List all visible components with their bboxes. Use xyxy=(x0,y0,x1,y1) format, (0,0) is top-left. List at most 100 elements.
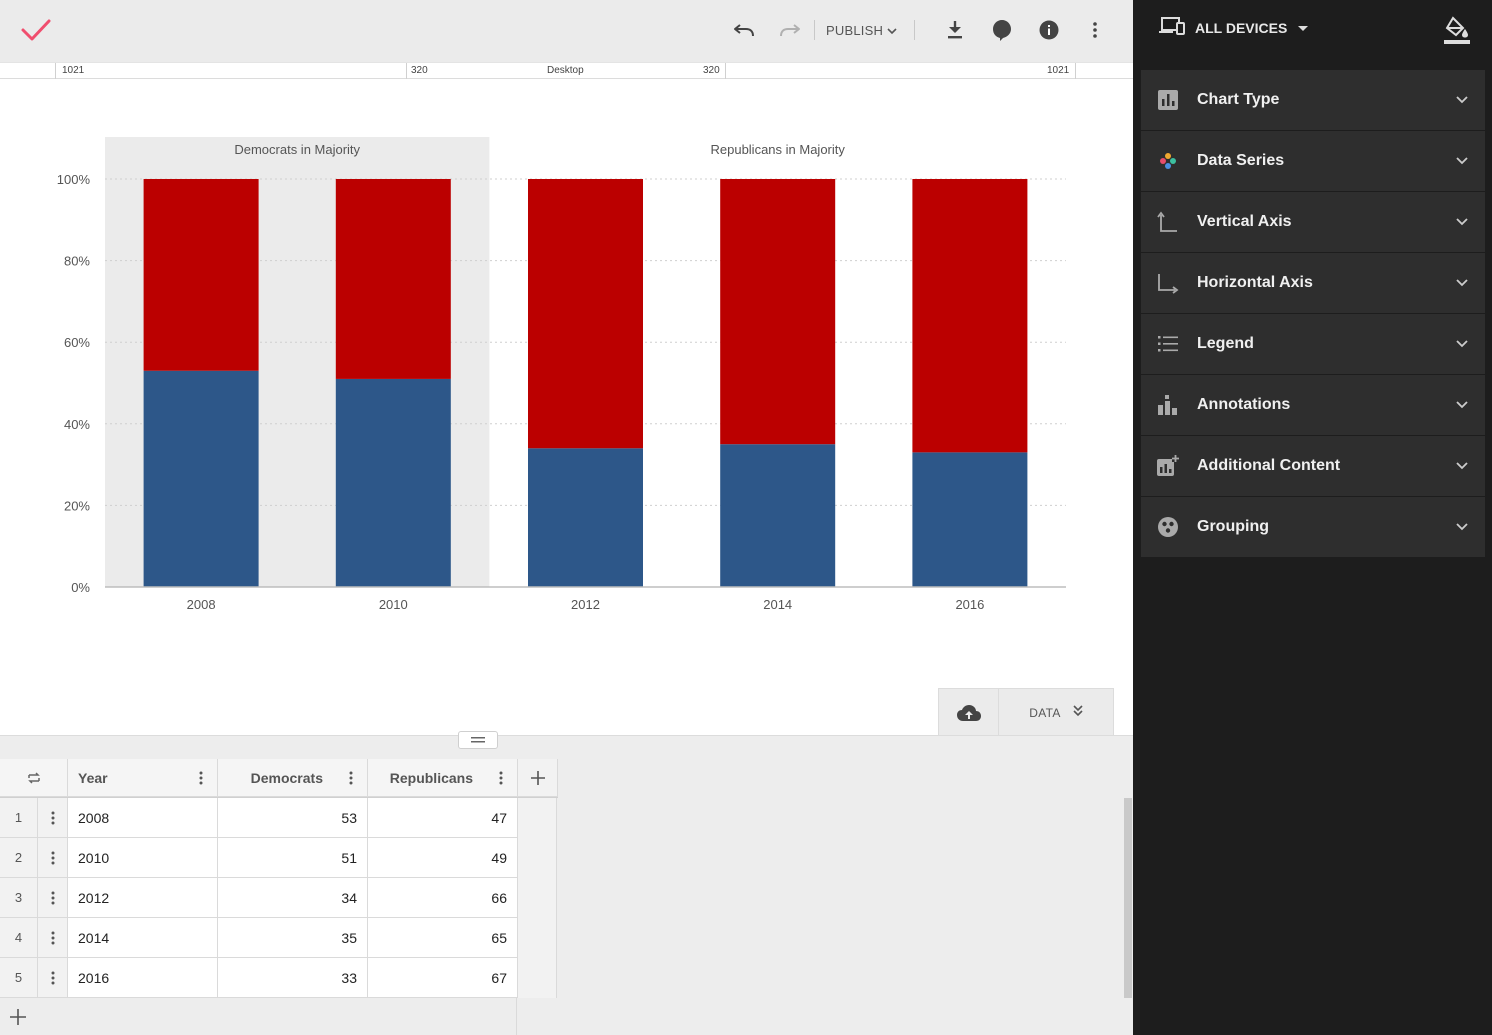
column-menu-icon[interactable] xyxy=(195,771,207,785)
accordion-label: Legend xyxy=(1197,335,1254,352)
column-header-republicans[interactable]: Republicans xyxy=(368,759,518,797)
accordion-horizontal-axis[interactable]: Horizontal Axis xyxy=(1141,253,1485,313)
row-menu-icon[interactable] xyxy=(38,958,68,998)
cell-democrats[interactable]: 51 xyxy=(218,838,368,878)
list-icon xyxy=(1157,333,1179,355)
paint-bucket-icon[interactable] xyxy=(1444,16,1470,44)
annotations-icon xyxy=(1157,394,1179,416)
ruler-label-right-inner: 320 xyxy=(703,65,720,76)
cell-year[interactable]: 2010 xyxy=(68,838,218,878)
column-menu-icon[interactable] xyxy=(495,771,507,785)
accordion-label: Chart Type xyxy=(1197,91,1280,108)
swap-rows-columns-icon[interactable] xyxy=(0,759,68,797)
accordion-chart-type[interactable]: Chart Type xyxy=(1141,70,1485,130)
info-icon[interactable] xyxy=(1036,17,1062,43)
table-row: 3 2012 34 66 xyxy=(0,878,558,918)
cell-democrats[interactable]: 35 xyxy=(218,918,368,958)
accordion-grouping[interactable]: Grouping xyxy=(1141,497,1485,557)
accordion-additional-content[interactable]: Additional Content xyxy=(1141,436,1485,496)
done-check-icon[interactable] xyxy=(20,16,52,44)
column-menu-icon[interactable] xyxy=(345,771,357,785)
cell-republicans[interactable]: 47 xyxy=(368,798,518,838)
horizontal-axis-icon xyxy=(1157,272,1179,294)
column-header-label: Democrats xyxy=(250,769,323,786)
accordion-legend[interactable]: Legend xyxy=(1141,314,1485,374)
grid-header-row: Year Democrats Republicans xyxy=(0,759,558,798)
device-select-dropdown[interactable]: ALL DEVICES xyxy=(1159,17,1309,38)
accordion-label: Data Series xyxy=(1197,152,1285,169)
row-menu-icon[interactable] xyxy=(38,878,68,918)
table-row: 5 2016 33 67 xyxy=(0,958,558,998)
settings-accordion: Chart Type Data Series Vertical Axis Hor… xyxy=(1141,70,1485,558)
more-vert-icon[interactable] xyxy=(1082,17,1108,43)
ruler-tick xyxy=(55,63,56,79)
y-tick-label: 40% xyxy=(64,417,90,432)
ruler-tick xyxy=(406,63,407,79)
cell-year[interactable]: 2012 xyxy=(68,878,218,918)
ruler-label-right-outer: 1021 xyxy=(1047,65,1070,76)
cell-year[interactable]: 2008 xyxy=(68,798,218,838)
top-toolbar: PUBLISH xyxy=(0,0,1133,62)
chevron-down-icon xyxy=(1455,459,1469,473)
vertical-axis-icon xyxy=(1157,211,1179,233)
cell-year[interactable]: 2016 xyxy=(68,958,218,998)
accordion-vertical-axis[interactable]: Vertical Axis xyxy=(1141,192,1485,252)
undo-icon[interactable] xyxy=(731,17,757,43)
chevron-down-icon xyxy=(1455,215,1469,229)
vertical-scrollbar[interactable] xyxy=(1124,798,1132,998)
accordion-data-series[interactable]: Data Series xyxy=(1141,131,1485,191)
row-menu-icon[interactable] xyxy=(38,918,68,958)
row-menu-icon[interactable] xyxy=(38,838,68,878)
bar-segment-democrats xyxy=(528,448,643,587)
redo-icon[interactable] xyxy=(777,17,803,43)
chevron-down-icon xyxy=(1455,337,1469,351)
add-column-button[interactable] xyxy=(518,759,558,797)
y-tick-label: 100% xyxy=(57,172,91,187)
chevron-down-icon xyxy=(1455,154,1469,168)
cell-republicans[interactable]: 65 xyxy=(368,918,518,958)
stacked-bar-chart: Democrats in Majority Republicans in Majo… xyxy=(57,137,1066,612)
grouping-icon xyxy=(1157,516,1179,538)
table-row: 4 2014 35 65 xyxy=(0,918,558,958)
cell-democrats[interactable]: 34 xyxy=(218,878,368,918)
bar-segment-republicans xyxy=(720,179,836,445)
row-number: 5 xyxy=(0,958,38,998)
chevron-down-icon xyxy=(1455,398,1469,412)
row-number: 4 xyxy=(0,918,38,958)
palette-icon xyxy=(1157,150,1179,172)
cell-democrats[interactable]: 53 xyxy=(218,798,368,838)
x-tick-label: 2012 xyxy=(571,597,600,612)
column-header-year[interactable]: Year xyxy=(68,759,218,797)
bar-segment-republicans xyxy=(143,179,259,371)
bar-segment-democrats xyxy=(143,370,259,587)
data-panel: Year Democrats Republicans xyxy=(0,731,1133,1035)
toolbar-divider xyxy=(814,20,815,40)
column-header-democrats[interactable]: Democrats xyxy=(218,759,368,797)
ruler-tick xyxy=(725,63,726,79)
cell-republicans[interactable]: 66 xyxy=(368,878,518,918)
row-menu-icon[interactable] xyxy=(38,798,68,838)
accordion-label: Grouping xyxy=(1197,518,1269,535)
data-toggle-button[interactable]: DATA xyxy=(999,689,1113,736)
y-tick-label: 0% xyxy=(71,580,90,595)
x-tick-label: 2014 xyxy=(763,597,792,612)
accordion-annotations[interactable]: Annotations xyxy=(1141,375,1485,435)
add-row-button[interactable] xyxy=(8,1007,28,1027)
chart-canvas: Democrats in Majority Republicans in Majo… xyxy=(0,80,1133,735)
device-width-ruler: 1021 320 Desktop 320 1021 xyxy=(0,62,1133,79)
cell-democrats[interactable]: 33 xyxy=(218,958,368,998)
bar-segment-democrats xyxy=(912,452,1028,587)
toolbar-divider xyxy=(914,20,915,40)
bar-segment-democrats xyxy=(720,444,836,587)
cell-republicans[interactable]: 49 xyxy=(368,838,518,878)
resize-handle[interactable] xyxy=(458,731,498,749)
publish-button[interactable]: PUBLISH xyxy=(826,18,897,42)
add-chart-icon xyxy=(1157,455,1179,477)
column-header-label: Republicans xyxy=(389,769,473,786)
download-icon[interactable] xyxy=(942,17,968,43)
comment-icon[interactable] xyxy=(989,17,1015,43)
upload-cloud-icon[interactable] xyxy=(939,689,999,736)
column-header-label: Year xyxy=(78,769,108,786)
cell-republicans[interactable]: 67 xyxy=(368,958,518,998)
cell-year[interactable]: 2014 xyxy=(68,918,218,958)
